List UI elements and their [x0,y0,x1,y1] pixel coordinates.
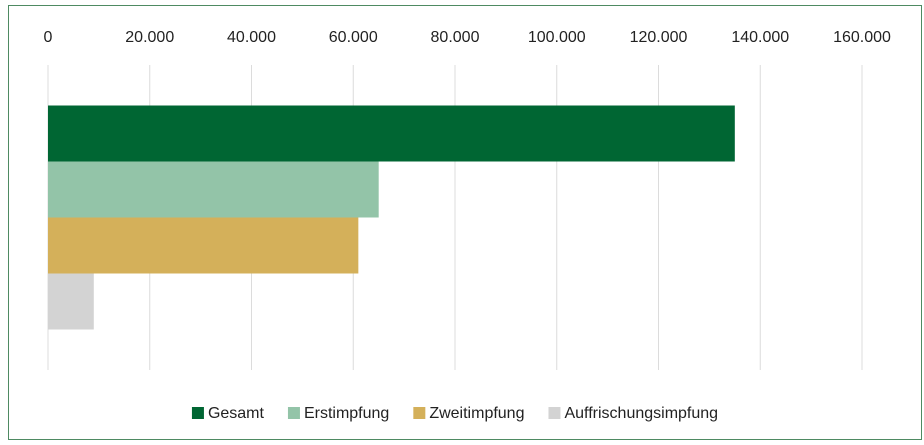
x-tick-label: 160.000 [833,29,891,46]
legend-swatch [548,407,561,419]
x-tick-label: 0 [44,29,53,46]
legend-swatch [191,407,204,419]
bar [48,217,359,274]
bar [48,105,735,162]
legend-label: Gesamt [208,405,265,422]
x-tick-label: 40.000 [227,29,276,46]
x-tick-label: 100.000 [528,29,586,46]
legend-label: Auffrischungsimpfung [564,405,718,422]
legend-label: Erstimpfung [304,405,389,422]
legend-swatch [287,407,300,419]
bar [48,161,379,218]
x-tick-label: 20.000 [125,29,174,46]
x-tick-label: 80.000 [431,29,480,46]
x-tick-label: 120.000 [630,29,688,46]
bar [48,273,94,330]
x-tick-label: 60.000 [329,29,378,46]
x-tick-label: 140.000 [731,29,789,46]
legend-label: Zweitimpfung [429,405,524,422]
legend-swatch [413,407,426,419]
